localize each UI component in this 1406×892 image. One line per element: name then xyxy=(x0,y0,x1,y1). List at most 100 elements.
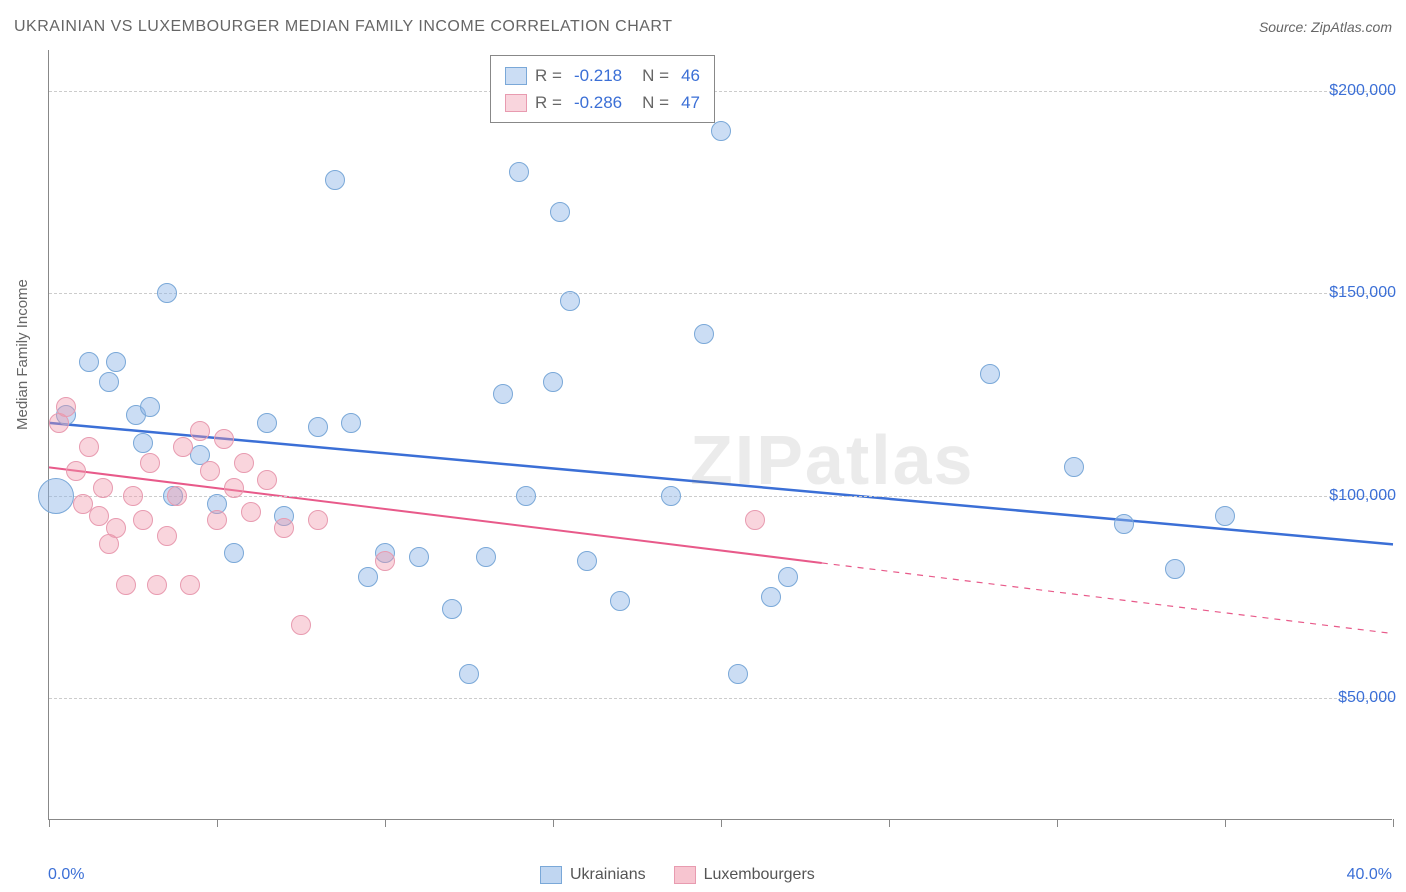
x-axis-end-label: 40.0% xyxy=(1347,866,1392,884)
y-tick-label: $50,000 xyxy=(1338,689,1396,707)
scatter-point xyxy=(234,453,254,473)
legend-r-label: R = xyxy=(535,89,562,116)
scatter-point xyxy=(173,437,193,457)
scatter-point xyxy=(1114,514,1134,534)
chart-header: UKRAINIAN VS LUXEMBOURGER MEDIAN FAMILY … xyxy=(14,18,1392,36)
legend-r-label: R = xyxy=(535,62,562,89)
scatter-point xyxy=(157,526,177,546)
correlation-legend-row: R = -0.218 N = 46 xyxy=(505,62,700,89)
y-tick-label: $150,000 xyxy=(1329,284,1396,302)
x-tick xyxy=(553,819,554,827)
scatter-point xyxy=(459,664,479,684)
scatter-point xyxy=(661,486,681,506)
gridline xyxy=(49,496,1392,497)
legend-swatch xyxy=(674,866,696,884)
scatter-point xyxy=(375,551,395,571)
scatter-point xyxy=(409,547,429,567)
scatter-point xyxy=(442,599,462,619)
scatter-point xyxy=(745,510,765,530)
scatter-point xyxy=(106,352,126,372)
scatter-point xyxy=(257,413,277,433)
x-tick xyxy=(217,819,218,827)
scatter-point xyxy=(241,502,261,522)
series-legend: Ukrainians Luxembourgers xyxy=(540,866,815,884)
scatter-point xyxy=(509,162,529,182)
scatter-point xyxy=(543,372,563,392)
chart-title: UKRAINIAN VS LUXEMBOURGER MEDIAN FAMILY … xyxy=(14,18,672,36)
trend-lines-svg xyxy=(49,50,1392,819)
scatter-point xyxy=(38,478,74,514)
trend-line-extrapolated xyxy=(822,563,1393,634)
scatter-point xyxy=(308,417,328,437)
gridline xyxy=(49,91,1392,92)
x-tick xyxy=(1225,819,1226,827)
trend-line xyxy=(49,423,1393,545)
scatter-point xyxy=(516,486,536,506)
scatter-point xyxy=(190,421,210,441)
series-legend-item: Luxembourgers xyxy=(674,866,815,884)
scatter-point xyxy=(207,510,227,530)
x-tick xyxy=(385,819,386,827)
scatter-point xyxy=(140,453,160,473)
scatter-point xyxy=(274,518,294,538)
legend-swatch xyxy=(505,67,527,85)
scatter-point xyxy=(778,567,798,587)
scatter-point xyxy=(476,547,496,567)
correlation-legend: R = -0.218 N = 46R = -0.286 N = 47 xyxy=(490,55,715,123)
x-tick xyxy=(721,819,722,827)
legend-n-value: 47 xyxy=(681,89,700,116)
y-tick-label: $200,000 xyxy=(1329,82,1396,100)
legend-n-value: 46 xyxy=(681,62,700,89)
chart-source: Source: ZipAtlas.com xyxy=(1259,19,1392,35)
scatter-point xyxy=(291,615,311,635)
y-axis-label: Median Family Income xyxy=(14,279,31,430)
scatter-point xyxy=(711,121,731,141)
legend-r-value: -0.218 xyxy=(574,62,622,89)
legend-n-label: N = xyxy=(642,62,669,89)
correlation-legend-row: R =-0.286N =47 xyxy=(505,89,700,116)
scatter-point xyxy=(133,510,153,530)
scatter-point xyxy=(133,433,153,453)
scatter-point xyxy=(694,324,714,344)
scatter-point xyxy=(214,429,234,449)
series-legend-label: Ukrainians xyxy=(570,866,646,884)
scatter-point xyxy=(66,461,86,481)
scatter-point xyxy=(325,170,345,190)
scatter-point xyxy=(180,575,200,595)
scatter-point xyxy=(577,551,597,571)
legend-swatch xyxy=(540,866,562,884)
gridline xyxy=(49,698,1392,699)
series-legend-item: Ukrainians xyxy=(540,866,646,884)
scatter-point xyxy=(761,587,781,607)
scatter-point xyxy=(116,575,136,595)
scatter-point xyxy=(106,518,126,538)
scatter-point xyxy=(224,478,244,498)
y-tick-label: $100,000 xyxy=(1329,487,1396,505)
scatter-point xyxy=(224,543,244,563)
scatter-point xyxy=(157,283,177,303)
scatter-point xyxy=(56,397,76,417)
scatter-point xyxy=(308,510,328,530)
scatter-point xyxy=(493,384,513,404)
scatter-point xyxy=(200,461,220,481)
scatter-point xyxy=(147,575,167,595)
plot-area xyxy=(48,50,1392,820)
scatter-point xyxy=(1215,506,1235,526)
scatter-point xyxy=(257,470,277,490)
x-axis-start-label: 0.0% xyxy=(48,866,84,884)
scatter-point xyxy=(358,567,378,587)
legend-r-value: -0.286 xyxy=(574,89,622,116)
gridline xyxy=(49,293,1392,294)
scatter-point xyxy=(560,291,580,311)
scatter-point xyxy=(980,364,1000,384)
scatter-point xyxy=(99,372,119,392)
x-tick xyxy=(889,819,890,827)
scatter-point xyxy=(728,664,748,684)
x-tick xyxy=(1393,819,1394,827)
scatter-point xyxy=(93,478,113,498)
scatter-point xyxy=(140,397,160,417)
x-tick xyxy=(1057,819,1058,827)
scatter-point xyxy=(167,486,187,506)
scatter-point xyxy=(1165,559,1185,579)
scatter-point xyxy=(79,437,99,457)
